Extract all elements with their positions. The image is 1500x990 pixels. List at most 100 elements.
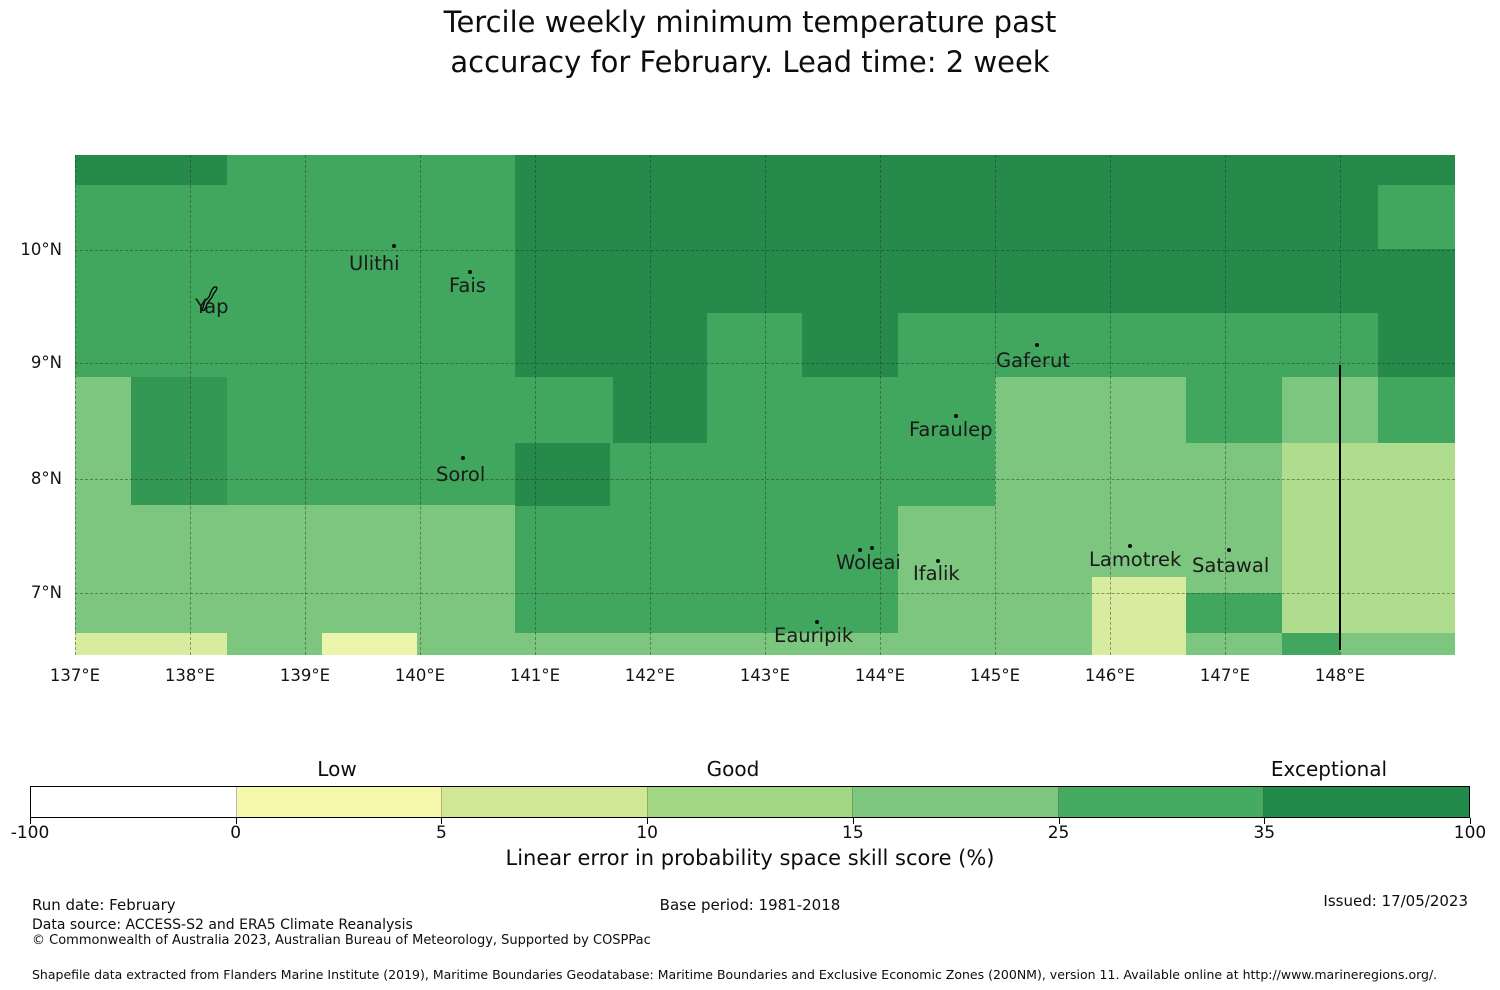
map-cell <box>75 633 227 655</box>
map-cell <box>131 377 227 507</box>
lat-tick-label: 10°N <box>20 240 62 259</box>
map-cell <box>613 377 707 443</box>
map-cell <box>75 505 515 633</box>
map-cell <box>898 506 995 655</box>
colorbar-segment <box>1264 787 1470 817</box>
map-cell <box>802 313 898 377</box>
map-cell <box>515 313 707 377</box>
colorbar-tick-label: 100 <box>1453 823 1487 843</box>
map-cell <box>995 377 1186 593</box>
lon-tick-label: 142°E <box>624 666 676 685</box>
island-label: Faraulep <box>909 418 993 441</box>
map-cell <box>1092 577 1186 655</box>
island-dot <box>936 559 940 563</box>
colorbar-tick-label: 10 <box>636 823 658 843</box>
chart-title-line2: accuracy for February. Lead time: 2 week <box>450 45 1050 79</box>
map-cell <box>1186 633 1282 655</box>
gridline-longitude <box>1110 155 1111 655</box>
map-cell <box>515 443 610 506</box>
colorbar-tick-label: -100 <box>10 823 50 843</box>
colorbar-segment <box>31 787 237 817</box>
gridline-longitude <box>650 155 651 655</box>
island-label: Sorol <box>436 463 486 486</box>
lat-tick-label: 7°N <box>30 583 62 602</box>
colorbar-caption: Linear error in probability space skill … <box>505 846 995 870</box>
gridline-longitude <box>1225 155 1226 655</box>
gridline-latitude <box>75 593 1455 594</box>
lon-tick-label: 143°E <box>739 666 791 685</box>
colorbar-tick-label: 25 <box>1047 823 1070 843</box>
colorbar-tick <box>647 818 649 824</box>
lon-tick-label: 138°E <box>164 666 216 685</box>
gridline-latitude <box>75 479 1455 480</box>
island-label: Eauripik <box>774 624 854 647</box>
chart-title-line1: Tercile weekly minimum temperature past <box>443 5 1057 39</box>
colorbar-segment <box>853 787 1059 817</box>
island-dot <box>858 548 862 552</box>
island-label: Ifalik <box>913 562 960 585</box>
island-dot <box>468 270 472 274</box>
footer-copyright: © Commonwealth of Australia 2023, Austra… <box>32 933 651 948</box>
lon-tick-label: 148°E <box>1314 666 1366 685</box>
island-label: Satawal <box>1192 554 1270 577</box>
island-label: Gaferut <box>996 349 1070 372</box>
colorbar-tick <box>1470 818 1471 824</box>
chart-title: Tercile weekly minimum temperature past … <box>0 2 1500 82</box>
colorbar-category-label: Good <box>706 757 760 781</box>
map-cell <box>1378 313 1455 377</box>
footer-run-date: Run date: February <box>32 896 176 914</box>
map-cell <box>1186 443 1282 593</box>
colorbar-category-label: Exceptional <box>1270 757 1388 781</box>
eez-boundary-line <box>1339 365 1341 650</box>
map-cell <box>1378 185 1455 249</box>
map-cell <box>227 633 322 655</box>
lon-tick-label: 145°E <box>969 666 1021 685</box>
map-cell <box>322 633 417 655</box>
footer-shapefile-note: Shapefile data extracted from Flanders M… <box>32 967 1438 982</box>
island-outline-yap <box>197 284 223 318</box>
map-cell <box>1282 377 1378 443</box>
colorbar-tick <box>852 818 854 824</box>
footer-issued-date: Issued: 17/05/2023 <box>1323 892 1468 910</box>
lon-tick-label: 139°E <box>279 666 331 685</box>
colorbar-tick-label: 5 <box>436 823 447 843</box>
lat-tick-label: 8°N <box>30 469 62 488</box>
island-dot <box>954 414 958 418</box>
colorbar-segment <box>442 787 648 817</box>
gridline-latitude <box>75 363 1455 364</box>
footer-data-source: Data source: ACCESS-S2 and ERA5 Climate … <box>32 917 413 933</box>
colorbar-segment <box>236 787 443 817</box>
island-label: Woleai <box>836 551 901 574</box>
colorbar-tick <box>235 818 237 824</box>
map-cell <box>417 633 1186 655</box>
gridline-latitude <box>75 250 1455 251</box>
lat-tick-label: 9°N <box>30 353 62 372</box>
island-dot <box>1035 343 1039 347</box>
colorbar-tick-label: 0 <box>230 823 242 843</box>
colorbar-tick <box>1058 818 1060 824</box>
lon-tick-label: 137°E <box>49 666 101 685</box>
island-label: Lamotrek <box>1089 548 1182 571</box>
map-cell <box>75 155 227 185</box>
island-dot <box>870 546 874 550</box>
map-cell <box>1340 633 1455 655</box>
lon-tick-label: 147°E <box>1199 666 1251 685</box>
footer-base-period: Base period: 1981-2018 <box>659 896 841 914</box>
colorbar-tick <box>1264 818 1266 824</box>
colorbar-tick-label: 15 <box>842 823 864 843</box>
colorbar-segment <box>1058 787 1265 817</box>
colorbar-tick <box>30 818 31 824</box>
map-cell <box>1186 593 1282 633</box>
lon-tick-label: 146°E <box>1084 666 1136 685</box>
island-label: Ulithi <box>349 252 400 275</box>
gridline-longitude <box>535 155 536 655</box>
map-cell <box>515 155 1455 313</box>
island-dot <box>392 244 396 248</box>
colorbar-tick-label: 35 <box>1253 823 1276 843</box>
map-panel: Yap Ulithi Fais Sorol Gaferut Faraulep Woleai I… <box>75 155 1455 655</box>
island-dot <box>815 620 819 624</box>
island-dot <box>1128 544 1132 548</box>
colorbar <box>30 786 1470 818</box>
gridline-longitude <box>305 155 306 655</box>
